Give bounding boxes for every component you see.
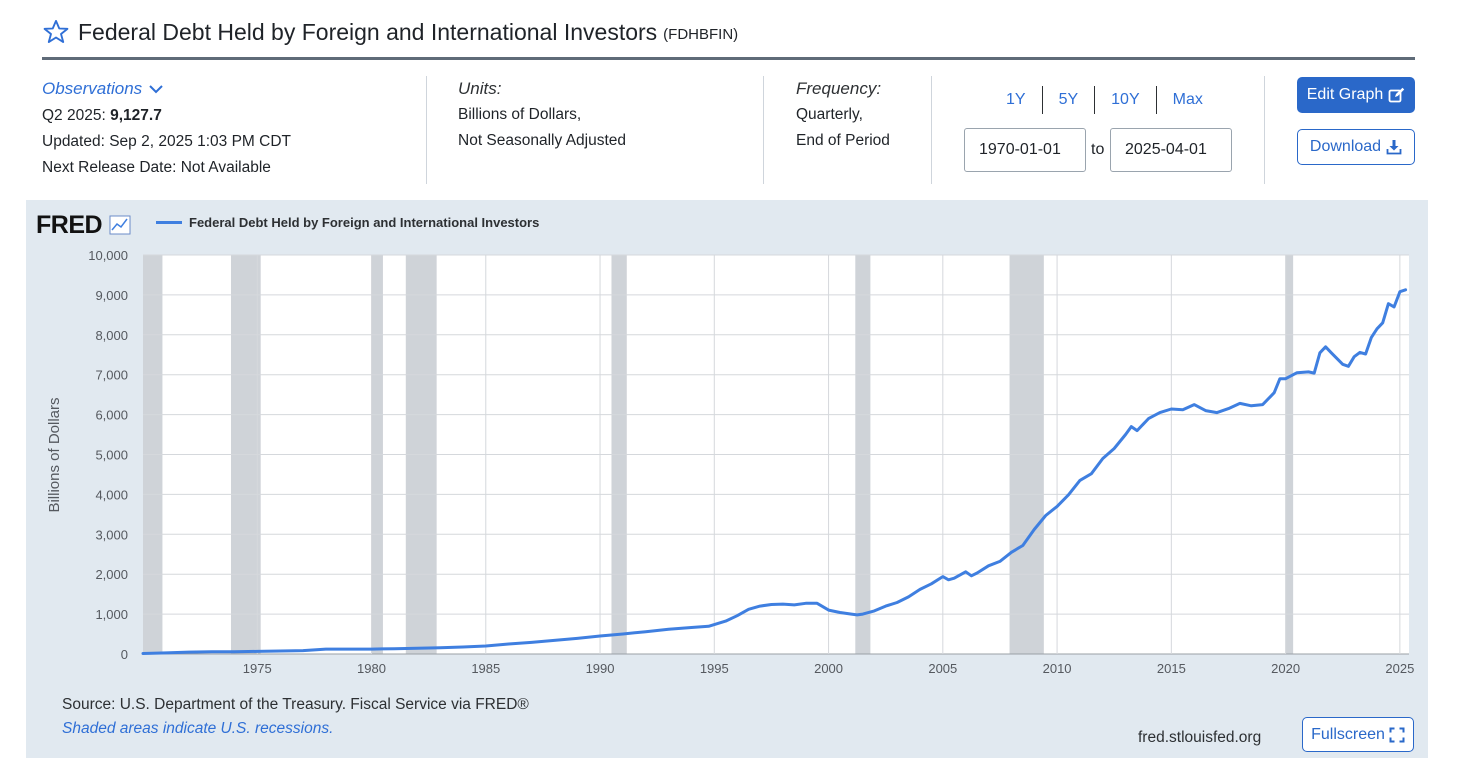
frequency-block: Frequency: Quarterly, End of Period [796,76,890,154]
frequency-label: Frequency: [796,79,882,98]
y-tick-label: 1,000 [95,607,128,622]
download-icon [1386,140,1402,155]
edit-graph-button[interactable]: Edit Graph [1297,77,1415,113]
frequency-line1: Quarterly, [796,106,863,123]
title-row: Federal Debt Held by Foreign and Interna… [42,18,738,46]
latest-period: Q2 2025: [42,107,106,124]
range-10y-link[interactable]: 10Y [1111,91,1140,108]
range-1y-link[interactable]: 1Y [1006,91,1026,108]
download-button[interactable]: Download [1297,129,1415,165]
range-divider [1041,86,1043,114]
observations-block: Observations Q2 2025: 9,127.7 Updated: S… [42,76,291,181]
x-tick-label: 2010 [1043,661,1072,676]
separator [426,76,427,184]
fullscreen-label: Fullscreen [1311,725,1385,743]
chevron-down-icon [149,85,163,94]
fred-logo-text: FRED [36,211,103,239]
range-divider [1094,86,1096,114]
download-label: Download [1309,138,1382,155]
end-date-input[interactable] [1110,128,1232,172]
next-release-text: Next Release Date: Not Available [42,159,271,176]
x-tick-label: 1995 [700,661,729,676]
series-id: (FDHBFIN) [663,25,739,43]
star-icon[interactable] [42,18,70,46]
to-label: to [1091,141,1105,158]
x-tick-label: 2000 [814,661,843,676]
y-tick-label: 5,000 [95,448,128,463]
legend-label: Federal Debt Held by Foreign and Interna… [189,215,540,230]
y-tick-label: 3,000 [95,527,128,542]
separator [763,76,764,184]
x-tick-label: 1990 [586,661,615,676]
y-tick-label: 6,000 [95,408,128,423]
site-url: fred.stlouisfed.org [1138,729,1262,746]
range-divider [1155,86,1157,114]
range-links: 1Y 5Y 10Y Max [990,86,1219,114]
y-tick-label: 2,000 [95,567,128,582]
title-divider [42,57,1415,60]
y-tick-label: 9,000 [95,288,128,303]
y-tick-label: 10,000 [88,248,128,263]
legend-swatch [156,221,182,224]
chart-trend-icon [109,215,131,235]
x-tick-label: 2020 [1271,661,1300,676]
edit-graph-label: Edit Graph [1306,86,1384,103]
x-tick-label: 2015 [1157,661,1186,676]
range-max-link[interactable]: Max [1172,91,1203,108]
updated-text: Updated: Sep 2, 2025 1:03 PM CDT [42,133,292,150]
x-tick-label: 1975 [243,661,272,676]
y-tick-label: 0 [121,647,128,662]
series-line [141,288,1408,655]
chart-legend: Federal Debt Held by Foreign and Interna… [156,215,539,230]
fred-logo: FRED [36,211,131,240]
y-tick-label: 4,000 [95,487,128,502]
units-label: Units: [458,79,502,98]
units-block: Units: Billions of Dollars, Not Seasonal… [458,76,626,154]
x-tick-label: 1980 [357,661,386,676]
frequency-line2: End of Period [796,132,890,149]
separator [931,76,932,184]
source-text: Source: U.S. Department of the Treasury.… [62,696,529,713]
page-title: Federal Debt Held by Foreign and Interna… [78,18,658,45]
y-tick-label: 8,000 [95,328,128,343]
units-line2: Not Seasonally Adjusted [458,132,627,149]
observations-dropdown[interactable]: Observations [42,76,165,102]
latest-observation: Q2 2025: 9,127.7 [42,103,291,129]
observations-label: Observations [42,79,143,98]
x-tick-label: 2025 [1385,661,1414,676]
fullscreen-icon [1389,727,1405,742]
edit-icon [1388,87,1405,102]
separator [1264,76,1265,184]
x-tick-label: 1985 [471,661,500,676]
units-line1: Billions of Dollars, [458,106,582,123]
fullscreen-button[interactable]: Fullscreen [1302,717,1414,752]
y-tick-label: 7,000 [95,368,128,383]
latest-value: 9,127.7 [110,107,162,124]
start-date-input[interactable] [964,128,1086,172]
recession-note: Shaded areas indicate U.S. recessions. [62,720,334,737]
range-5y-link[interactable]: 5Y [1058,91,1079,108]
x-tick-label: 2005 [928,661,957,676]
y-axis-label: Billions of Dollars [46,397,63,512]
